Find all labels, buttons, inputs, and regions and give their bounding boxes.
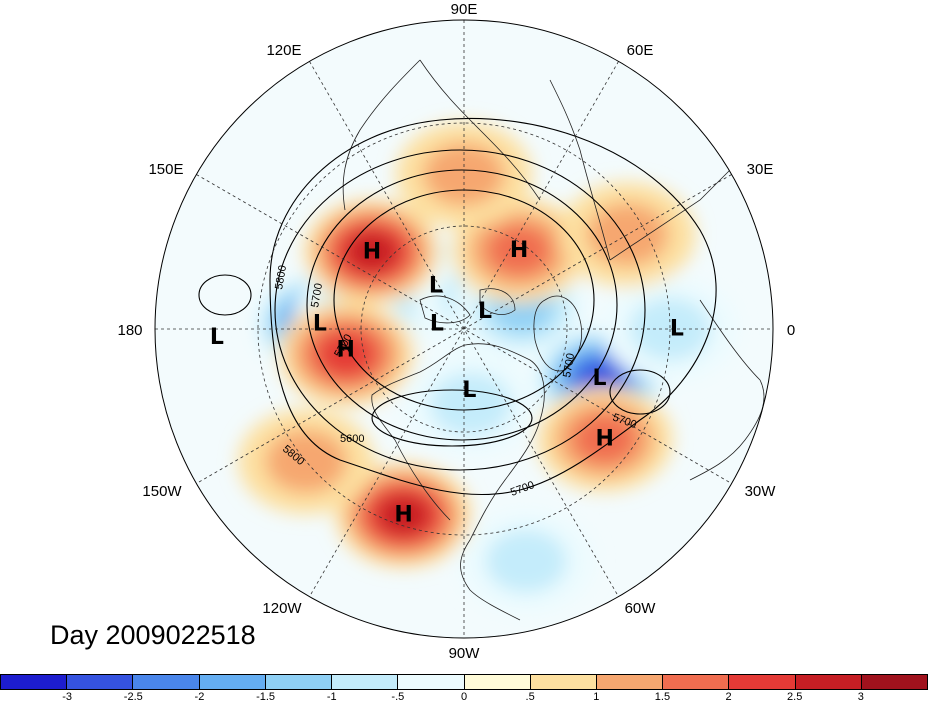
high-pressure-marker: H: [595, 426, 613, 451]
low-pressure-marker: L: [462, 378, 476, 403]
colorbar-tick-label: 2.5: [787, 691, 803, 703]
lon-label-60e: 60E: [627, 42, 654, 59]
lon-label-120e: 120E: [266, 42, 301, 59]
colorbar-swatch: [795, 675, 862, 689]
contour-label: 5700: [561, 352, 577, 378]
colorbar-tick-label: -1.5: [256, 691, 276, 703]
lon-label-0: 0: [787, 322, 795, 339]
contour-label: 5600: [340, 433, 364, 445]
colorbar-tick-labels: -3 -2.5 -2 -1.5 -1 -.5 0 .5 1 1.5 2 2.5 3: [0, 690, 928, 704]
colorbar-tick-label: -3: [62, 691, 73, 703]
colorbar-tick-label: -1: [326, 691, 337, 703]
date-label: Day 2009022518: [50, 620, 256, 650]
lon-label-150e: 150E: [148, 161, 183, 178]
graticule: [155, 20, 773, 638]
anomaly-blob: [573, 414, 637, 464]
colorbar-swatch: [729, 675, 796, 689]
colorbar-swatch: [663, 675, 730, 689]
anomaly-blob: [319, 333, 374, 375]
lon-label-150w: 150W: [142, 483, 182, 500]
longitude-labels: 90E 120E 60E 150E 30E 180 0 150W 30W 120…: [117, 1, 795, 662]
low-pressure-marker: L: [478, 299, 492, 324]
coastlines: [342, 59, 765, 621]
low-pressure-marker: L: [592, 366, 606, 391]
high-pressure-marker: H: [510, 238, 528, 263]
anomaly-blob: [487, 225, 551, 275]
colorbar-tick-label: 0: [460, 691, 468, 703]
lon-label-30w: 30W: [745, 483, 777, 500]
colorbar-swatch: [1, 675, 68, 689]
low-pressure-marker: L: [313, 311, 327, 336]
anomaly-blob: [429, 372, 512, 436]
map-boundary: [154, 19, 774, 639]
low-pressure-marker: L: [430, 312, 444, 337]
anomaly-blob: [485, 529, 567, 593]
colorbar-tick-label: -2.5: [123, 691, 143, 703]
colorbar-swatch: [265, 675, 333, 689]
high-pressure-marker: H: [336, 337, 354, 362]
colorbar-swatch: [861, 675, 928, 689]
colorbar-swatches: [0, 674, 928, 690]
lon-label-30e: 30E: [747, 161, 774, 178]
contour-label: 5800: [273, 264, 289, 290]
contour-label: 5700: [309, 282, 325, 308]
anomaly-blob: [379, 496, 428, 534]
high-pressure-marker: H: [363, 239, 381, 264]
lon-label-180: 180: [117, 322, 142, 339]
colorbar-swatch: [332, 675, 399, 689]
colorbar-tick-label: 2: [725, 691, 732, 703]
low-pressure-marker: L: [429, 273, 443, 298]
colorbar-tick-label: 3: [857, 691, 864, 703]
low-pressure-marker: L: [210, 325, 224, 350]
colorbar-swatch: [199, 675, 266, 689]
colorbar-swatch: [133, 675, 200, 689]
lon-label-120w: 120W: [262, 600, 302, 617]
lon-label-90e: 90E: [451, 1, 478, 18]
anomaly-blob: [423, 143, 505, 206]
lon-label-90w: 90W: [449, 645, 481, 662]
colorbar-swatch: [67, 675, 134, 689]
colorbar-swatch: [398, 675, 465, 689]
colorbar-tick-label: 1.5: [654, 691, 671, 703]
lon-label-60w: 60W: [625, 600, 657, 617]
anomaly-blob: [265, 429, 347, 493]
colorbar-tick-label: .5: [525, 691, 535, 703]
colorbar-swatch: [464, 675, 531, 689]
colorbar-tick-label: -.5: [391, 691, 405, 703]
anomaly-blob: [347, 233, 397, 271]
colorbar-tick-label: -2: [194, 691, 205, 703]
colorbar-swatch: [596, 675, 664, 689]
colorbar-swatch: [530, 675, 597, 689]
low-pressure-marker: L: [670, 317, 684, 342]
colorbar-tick-label: 1: [593, 691, 600, 703]
colorbar: -3 -2.5 -2 -1.5 -1 -.5 0 .5 1 1.5 2 2.5 3: [0, 674, 928, 704]
high-pressure-marker: H: [394, 503, 412, 528]
